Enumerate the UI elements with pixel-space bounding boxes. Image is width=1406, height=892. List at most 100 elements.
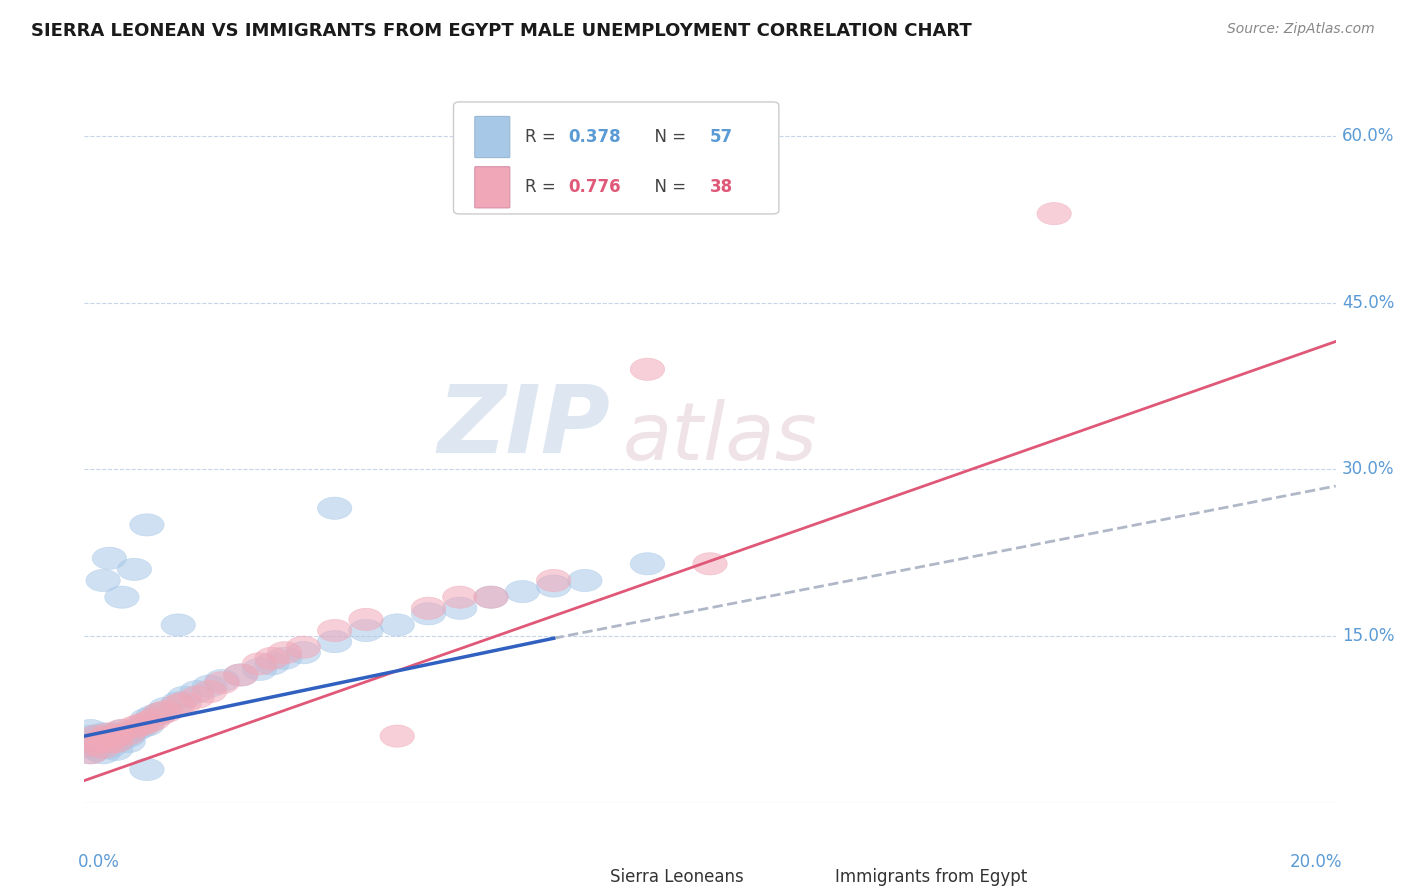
Ellipse shape — [318, 619, 352, 641]
Text: 0.776: 0.776 — [568, 178, 621, 196]
Ellipse shape — [111, 725, 145, 747]
Ellipse shape — [117, 720, 152, 741]
Ellipse shape — [80, 731, 114, 753]
Ellipse shape — [80, 739, 114, 761]
FancyBboxPatch shape — [475, 116, 510, 158]
Ellipse shape — [73, 731, 108, 753]
Text: ZIP: ZIP — [437, 381, 610, 473]
Ellipse shape — [412, 597, 446, 619]
Ellipse shape — [505, 581, 540, 603]
Ellipse shape — [193, 675, 226, 698]
Ellipse shape — [73, 734, 108, 756]
Ellipse shape — [380, 614, 415, 636]
Ellipse shape — [129, 708, 165, 731]
Ellipse shape — [205, 669, 239, 691]
Text: 0.378: 0.378 — [568, 128, 621, 146]
Text: 38: 38 — [710, 178, 733, 196]
Ellipse shape — [136, 708, 170, 731]
Ellipse shape — [630, 359, 665, 380]
Text: 57: 57 — [710, 128, 733, 146]
Ellipse shape — [474, 586, 508, 608]
Ellipse shape — [349, 619, 382, 641]
Ellipse shape — [380, 725, 415, 747]
Text: Sierra Leoneans: Sierra Leoneans — [610, 868, 744, 886]
Ellipse shape — [124, 714, 157, 736]
Ellipse shape — [537, 575, 571, 597]
Ellipse shape — [630, 553, 665, 575]
Text: SIERRA LEONEAN VS IMMIGRANTS FROM EGYPT MALE UNEMPLOYMENT CORRELATION CHART: SIERRA LEONEAN VS IMMIGRANTS FROM EGYPT … — [31, 22, 972, 40]
FancyBboxPatch shape — [565, 844, 595, 876]
Ellipse shape — [318, 497, 352, 519]
Ellipse shape — [287, 636, 321, 658]
Ellipse shape — [162, 691, 195, 714]
Text: N =: N = — [644, 128, 692, 146]
Ellipse shape — [86, 736, 121, 758]
Ellipse shape — [73, 736, 108, 758]
Ellipse shape — [224, 664, 257, 686]
Text: 45.0%: 45.0% — [1341, 293, 1395, 311]
Ellipse shape — [111, 723, 145, 745]
Ellipse shape — [93, 547, 127, 569]
Ellipse shape — [104, 720, 139, 741]
Text: 0.0%: 0.0% — [79, 853, 120, 871]
FancyBboxPatch shape — [803, 844, 832, 876]
Ellipse shape — [162, 694, 195, 716]
Ellipse shape — [80, 734, 114, 756]
Ellipse shape — [287, 641, 321, 664]
Ellipse shape — [93, 731, 127, 753]
Ellipse shape — [93, 736, 127, 758]
Ellipse shape — [73, 741, 108, 764]
Ellipse shape — [80, 725, 114, 747]
Text: 20.0%: 20.0% — [1289, 853, 1341, 871]
Ellipse shape — [117, 558, 152, 581]
Ellipse shape — [117, 716, 152, 739]
Ellipse shape — [1038, 202, 1071, 225]
Ellipse shape — [693, 553, 727, 575]
Ellipse shape — [443, 586, 477, 608]
Ellipse shape — [443, 597, 477, 619]
Text: 60.0%: 60.0% — [1341, 127, 1395, 145]
Ellipse shape — [111, 731, 145, 753]
Ellipse shape — [349, 608, 382, 631]
Ellipse shape — [162, 614, 195, 636]
FancyBboxPatch shape — [454, 102, 779, 214]
Ellipse shape — [242, 653, 277, 675]
Ellipse shape — [267, 648, 302, 669]
Ellipse shape — [98, 731, 132, 753]
Ellipse shape — [73, 720, 108, 741]
Ellipse shape — [474, 586, 508, 608]
Ellipse shape — [124, 716, 157, 739]
Ellipse shape — [167, 691, 201, 714]
Ellipse shape — [98, 739, 132, 761]
Ellipse shape — [98, 725, 132, 747]
Ellipse shape — [80, 725, 114, 747]
Ellipse shape — [104, 586, 139, 608]
Ellipse shape — [149, 700, 183, 723]
Ellipse shape — [86, 741, 121, 764]
Ellipse shape — [73, 725, 108, 747]
Ellipse shape — [86, 727, 121, 749]
Text: Source: ZipAtlas.com: Source: ZipAtlas.com — [1227, 22, 1375, 37]
Ellipse shape — [104, 720, 139, 741]
Text: R =: R = — [524, 128, 561, 146]
Ellipse shape — [86, 727, 121, 749]
Ellipse shape — [193, 681, 226, 703]
Text: atlas: atlas — [623, 399, 817, 477]
Ellipse shape — [242, 658, 277, 681]
Ellipse shape — [224, 664, 257, 686]
Ellipse shape — [98, 731, 132, 753]
Ellipse shape — [205, 672, 239, 694]
Text: 30.0%: 30.0% — [1341, 460, 1395, 478]
Ellipse shape — [180, 686, 214, 708]
Ellipse shape — [73, 741, 108, 764]
Ellipse shape — [254, 653, 290, 675]
Ellipse shape — [104, 727, 139, 749]
Ellipse shape — [86, 723, 121, 745]
Ellipse shape — [80, 731, 114, 753]
Ellipse shape — [98, 723, 132, 745]
Ellipse shape — [93, 723, 127, 745]
Ellipse shape — [149, 698, 183, 720]
Ellipse shape — [142, 703, 177, 725]
Ellipse shape — [318, 631, 352, 653]
Text: N =: N = — [644, 178, 692, 196]
